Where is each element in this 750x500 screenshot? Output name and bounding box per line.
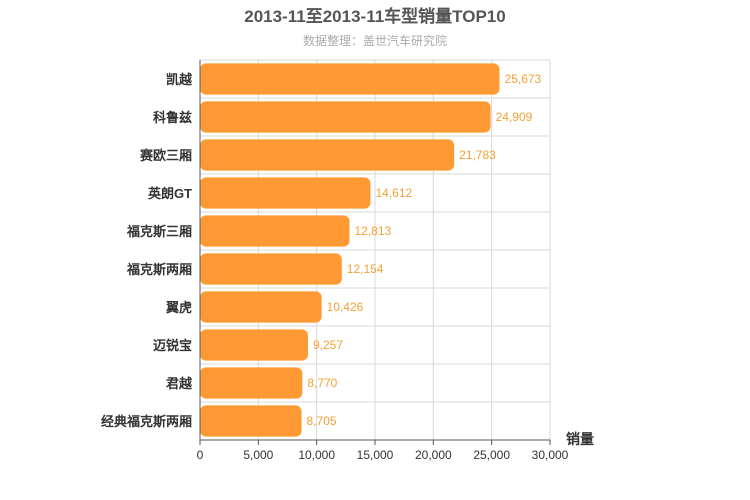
x-tick-label-0: 0 (197, 448, 204, 462)
x-tick-label-6: 30,000 (532, 448, 569, 462)
bar-8 (200, 367, 303, 399)
bar-5 (200, 253, 342, 285)
value-label-4: 12,813 (354, 224, 391, 238)
bar-4 (200, 215, 350, 247)
category-label-4: 福克斯三厢 (126, 224, 192, 239)
bar-9 (200, 405, 302, 437)
value-label-3: 14,612 (375, 186, 412, 200)
value-label-7: 9,257 (313, 338, 343, 352)
x-tick-label-5: 25,000 (473, 448, 510, 462)
value-label-1: 24,909 (496, 110, 533, 124)
value-label-0: 25,673 (505, 72, 542, 86)
bar-1 (200, 101, 491, 133)
category-label-8: 君越 (166, 376, 193, 391)
bar-2 (200, 139, 455, 171)
category-label-3: 英朗GT (147, 186, 192, 201)
bar-0 (200, 63, 500, 95)
value-label-9: 8,705 (307, 414, 337, 428)
bar-7 (200, 329, 308, 361)
bar-6 (200, 291, 322, 323)
value-label-5: 12,154 (347, 262, 384, 276)
x-tick-label-1: 5,000 (243, 448, 273, 462)
category-label-9: 经典福克斯两厢 (101, 414, 192, 429)
x-tick-label-3: 15,000 (357, 448, 394, 462)
x-axis-ticks: 0 5,000 10,000 15,000 20,000 25,000 30,000 (197, 440, 569, 462)
value-label-2: 21,783 (459, 148, 496, 162)
x-axis-title: 销量 (566, 431, 594, 447)
bars: 25,673 24,909 21,783 14,612 12,813 12,154 10,4… (200, 63, 542, 437)
category-label-7: 迈锐宝 (153, 338, 192, 353)
x-tick-label-4: 20,000 (415, 448, 452, 462)
chart-title: 2013-11至2013-11车型销量TOP10 (244, 6, 505, 26)
category-label-1: 科鲁兹 (153, 110, 192, 125)
bar-3 (200, 177, 371, 209)
value-label-8: 8,770 (307, 376, 337, 390)
category-label-0: 凯越 (166, 72, 193, 87)
category-label-5: 福克斯两厢 (126, 262, 192, 277)
category-label-6: 翼虎 (165, 300, 192, 315)
x-tick-label-2: 10,000 (298, 448, 335, 462)
category-label-2: 赛欧三厢 (139, 148, 192, 163)
chart-subtitle: 数据整理：盖世汽车研究院 (303, 33, 447, 48)
value-label-6: 10,426 (327, 300, 364, 314)
